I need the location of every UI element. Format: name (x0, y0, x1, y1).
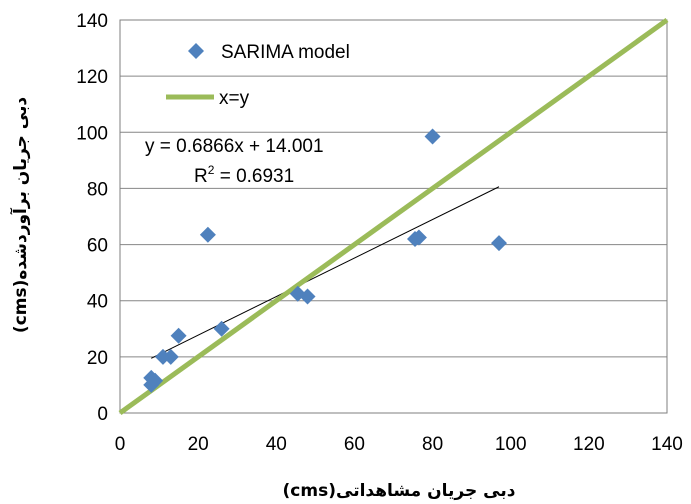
plot-area-border (119, 19, 668, 414)
y-axis-title: دبی جریان برآوردشده(cms) (9, 97, 31, 333)
r-squared-label: R2 = 0.6931 (194, 163, 294, 187)
x-tick-label: 20 (188, 434, 209, 455)
identity-line-group (118, 17, 669, 416)
x-tick-label: 60 (344, 434, 365, 455)
data-point (170, 327, 187, 344)
y-tick-label: 20 (87, 348, 108, 369)
trendline-group (151, 186, 500, 359)
data-point (147, 372, 164, 389)
legend-label-identity: x=y (219, 88, 250, 109)
data-point (213, 320, 230, 337)
x-tick-label: 40 (266, 434, 287, 455)
data-point (410, 229, 427, 246)
y-tick-label: 140 (76, 11, 108, 32)
data-point (199, 226, 216, 243)
trendline (151, 186, 500, 359)
gridlines (120, 75, 667, 358)
data-point (490, 235, 507, 252)
x-tick-label: 120 (573, 434, 605, 455)
legend-marker-diamond (188, 43, 204, 59)
data-point (299, 288, 316, 305)
legend: SARIMA model x=y (166, 42, 350, 109)
y-tick-label: 100 (76, 123, 108, 144)
r-squared-value: = 0.6931 (214, 166, 294, 187)
y-tick-labels: 0 20 40 60 80 100 120 140 (76, 11, 108, 425)
y-tick-label: 60 (87, 236, 108, 257)
y-tick-label: 40 (87, 292, 108, 313)
r-squared-superscript: 2 (208, 163, 215, 177)
identity-line (118, 17, 669, 416)
x-tick-label: 100 (495, 434, 527, 455)
x-tick-label: 80 (422, 434, 443, 455)
y-tick-label: 80 (87, 179, 108, 200)
x-tick-labels: 0 20 40 60 80 100 120 140 (115, 434, 683, 455)
data-point (424, 128, 441, 145)
x-tick-label: 0 (115, 434, 126, 455)
x-axis-title: دبی جریان مشاهداتی(cms) (283, 481, 516, 501)
y-tick-label: 0 (97, 404, 108, 425)
data-points (143, 128, 507, 393)
y-tick-label: 120 (76, 67, 108, 88)
data-point (162, 348, 179, 365)
legend-label-sarima: SARIMA model (221, 42, 350, 63)
r-squared-prefix: R (194, 166, 208, 187)
x-tick-label: 140 (651, 434, 683, 455)
trendline-equation: y = 0.6866x + 14.001 (145, 136, 324, 157)
